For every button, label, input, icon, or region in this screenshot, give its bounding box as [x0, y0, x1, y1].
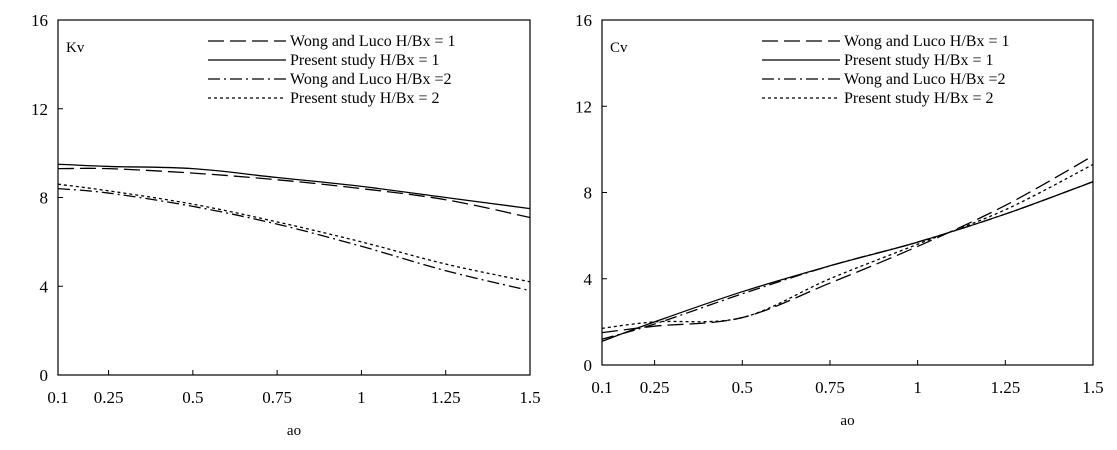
- x-tick-label: 1.25: [431, 388, 461, 407]
- x-tick-label: 0.25: [94, 388, 124, 407]
- x-tick-label: 0.75: [815, 378, 845, 397]
- y-tick-label: 8: [40, 189, 49, 208]
- x-axis-label: ao: [840, 413, 854, 429]
- x-tick-label: 0.1: [47, 388, 68, 407]
- y-tick-label: 4: [584, 270, 593, 289]
- series-line-1: [57, 167, 531, 219]
- chart-panel-1: 0.1 0.25 0.5 0.75 1 1.25 1.5 0 4 8 12 16 ao Kv Wong an…: [31, 11, 541, 439]
- y-tick-label: 8: [584, 184, 593, 203]
- y-tick-label: 12: [31, 100, 48, 119]
- x-tick-label: 0.1: [591, 378, 612, 397]
- y-tick-label: 16: [31, 11, 48, 30]
- series-line-3: [57, 187, 531, 292]
- x-tick-label: 0.5: [732, 378, 753, 397]
- x-tick-label: 1.5: [519, 388, 540, 407]
- legend-entry: Wong and Luco H/Bx = 1: [290, 33, 456, 50]
- series-line-4: [57, 183, 531, 283]
- y-tick-label: 12: [575, 97, 592, 116]
- series-line-3: [601, 181, 1094, 340]
- panel-label: Cv: [610, 40, 628, 56]
- y-tick-label: 16: [575, 11, 592, 30]
- legend-entry: Present study H/Bx = 1: [290, 52, 439, 69]
- series-line-1: [601, 155, 1094, 334]
- series-line-4: [601, 163, 1094, 329]
- series-line-2: [57, 163, 531, 210]
- x-tick-label: 1.25: [990, 378, 1020, 397]
- legend-entry: Present study H/Bx = 2: [844, 90, 993, 107]
- legend-entry: Wong and Luco H/Bx =2: [844, 71, 1006, 88]
- x-tick-label: 1: [357, 388, 366, 407]
- x-tick-label: 0.75: [262, 388, 292, 407]
- panel-label: Kv: [66, 40, 85, 56]
- legend-entry: Wong and Luco H/Bx =2: [290, 71, 452, 88]
- y-tick-label: 0: [40, 366, 49, 385]
- x-tick-label: 0.25: [640, 378, 670, 397]
- y-tick-label: 0: [584, 356, 593, 375]
- chart-panel-2: 0.1 0.25 0.5 0.75 1 1.25 1.5 0 4 8 12 16 ao Cv Wong an…: [575, 11, 1104, 429]
- x-tick-label: 1.5: [1082, 378, 1103, 397]
- legend-entry: Wong and Luco H/Bx = 1: [844, 33, 1010, 50]
- x-tick-label: 0.5: [182, 388, 203, 407]
- x-axis-label: ao: [287, 423, 301, 439]
- y-tick-label: 4: [40, 277, 49, 296]
- legend-entry: Present study H/Bx = 1: [844, 52, 993, 69]
- legend-entry: Present study H/Bx = 2: [290, 90, 439, 107]
- x-tick-label: 1: [913, 378, 922, 397]
